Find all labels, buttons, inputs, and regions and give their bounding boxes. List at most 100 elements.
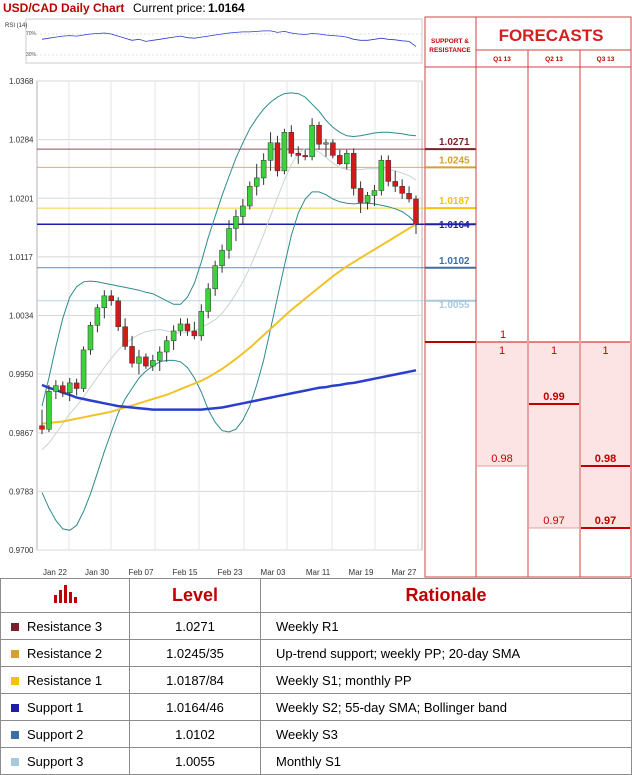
bar-chart-icon (0, 578, 130, 613)
candle (156, 351, 163, 361)
candle (94, 307, 101, 326)
level-value: 1.0055 (129, 747, 261, 775)
level-name: Support 3 (27, 753, 84, 769)
level-value: 1.0164/46 (129, 693, 261, 721)
candle (219, 249, 225, 266)
forecast-quarter-label: Q2 13 (545, 56, 563, 63)
candle (267, 142, 274, 161)
candle (343, 153, 350, 165)
level-color-swatch (11, 677, 19, 686)
level-name: Resistance 3 (27, 618, 103, 634)
x-tick-label: Feb 23 (218, 568, 243, 577)
candle (309, 124, 315, 158)
chart-title: USD/CAD Daily Chart (3, 1, 125, 15)
candle (143, 356, 149, 367)
forecast-range (529, 342, 579, 528)
sr-level-label: 1.0055 (439, 300, 470, 311)
candle (198, 311, 205, 337)
forecast-quarter-label: Q3 13 (597, 56, 615, 63)
candle (274, 142, 281, 172)
sma55-line (41, 369, 417, 411)
sr-level-label: 1.0245 (439, 155, 470, 166)
rsi-label: RSI (14) (5, 23, 27, 29)
level-name-cell: Support 1 (0, 693, 130, 721)
x-tick-label: Mar 27 (392, 568, 417, 577)
candle (240, 205, 246, 217)
level-name-cell: Support 3 (0, 747, 130, 775)
candle (101, 295, 108, 309)
level-name-cell: Resistance 1 (0, 666, 130, 694)
candle (371, 190, 378, 196)
x-tick-label: Feb 15 (173, 568, 198, 577)
candle (163, 340, 170, 353)
level-rationale: Weekly R1 (260, 612, 632, 640)
sr-column-title: RESISTANCE (429, 47, 471, 54)
rationale-header: Rationale (260, 578, 632, 613)
y-tick-label: 0.9783 (9, 487, 34, 496)
candle (253, 177, 260, 187)
candle (226, 228, 232, 251)
level-value: 1.0102 (129, 720, 261, 748)
forecast-title: FORECASTS (499, 26, 604, 45)
candle (80, 349, 87, 389)
candle (177, 323, 184, 332)
table-row: Resistance 1 1.0187/84 Weekly S1; monthly … (0, 666, 632, 694)
candle (399, 186, 405, 194)
candle (260, 160, 267, 179)
rsi-level-label: 30% (26, 52, 37, 58)
candle (385, 160, 392, 182)
candle (191, 330, 198, 337)
candle (330, 142, 336, 156)
candle (46, 391, 52, 430)
sr-level-label: 1.0187 (439, 196, 470, 207)
table-row: Resistance 2 1.0245/35 Up-trend support; w… (0, 639, 632, 667)
rsi-level-label: 70% (26, 31, 37, 37)
current-price-label: Current price: (133, 1, 206, 15)
candle (212, 265, 218, 290)
candle (73, 382, 80, 389)
candle (302, 155, 308, 158)
forecast-low-label: 0.98 (491, 453, 512, 465)
level-name: Support 1 (27, 699, 84, 715)
level-name: Support 2 (27, 726, 84, 742)
level-rationale: Weekly S2; 55-day SMA; Bollinger band (260, 693, 632, 721)
price-chart: 1.0368 1.0284 1.0201 1.0117 1.0034 0.9950 0.98… (5, 16, 632, 578)
sma20-line (41, 223, 417, 425)
candle (406, 193, 412, 200)
candle (170, 330, 177, 342)
candle (87, 325, 94, 351)
candle (115, 300, 121, 327)
candle (205, 288, 211, 312)
candle (281, 132, 288, 172)
levels-table-header: Level Rationale (0, 578, 632, 613)
candle (60, 385, 66, 393)
candle (413, 198, 419, 225)
x-tick-label: Feb 07 (129, 568, 154, 577)
candle (378, 160, 385, 191)
candle (53, 385, 59, 392)
level-color-swatch (11, 623, 19, 632)
forecast-low-label: 0.97 (543, 515, 564, 527)
x-tick-label: Jan 22 (43, 568, 68, 577)
y-tick-label: 0.9700 (9, 546, 34, 555)
rsi-line (41, 30, 417, 47)
level-value: 1.0187/84 (129, 666, 261, 694)
forecast-high-label: 1 (551, 345, 557, 357)
level-name-cell: Support 2 (0, 720, 130, 748)
x-tick-label: Mar 03 (261, 568, 286, 577)
candle (295, 153, 302, 156)
forecast-range (477, 342, 527, 466)
forecast-marker-label: 1 (500, 329, 506, 341)
candle (316, 124, 322, 145)
y-tick-label: 0.9867 (9, 429, 34, 438)
bollinger-lower-line (41, 191, 417, 531)
bollinger-upper-line (41, 92, 417, 407)
y-tick-label: 1.0117 (9, 253, 33, 262)
level-header: Level (129, 578, 261, 613)
candle (247, 186, 253, 207)
candle (233, 216, 239, 229)
candle (66, 382, 73, 393)
x-tick-label: Mar 11 (306, 568, 331, 577)
table-row: Support 1 1.0164/46 Weekly S2; 55-day SMA;… (0, 693, 632, 721)
sr-level-label: 1.0271 (439, 137, 470, 148)
